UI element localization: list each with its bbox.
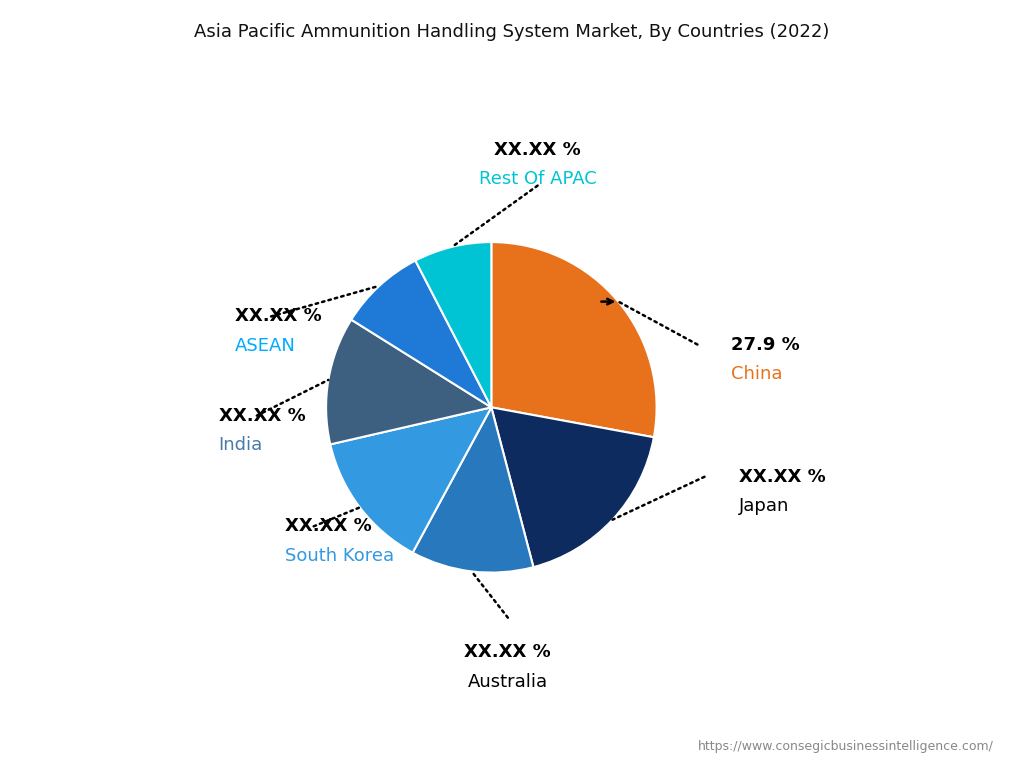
Text: XX.XX %: XX.XX %	[285, 518, 372, 535]
Text: India: India	[219, 436, 263, 455]
Text: XX.XX %: XX.XX %	[739, 468, 826, 485]
Wedge shape	[331, 407, 492, 553]
Text: https://www.consegicbusinessintelligence.com/: https://www.consegicbusinessintelligence…	[697, 740, 993, 753]
Wedge shape	[413, 407, 534, 573]
Text: China: China	[731, 366, 782, 383]
Text: Japan: Japan	[739, 498, 790, 515]
Wedge shape	[416, 242, 492, 407]
Text: Rest Of APAC: Rest Of APAC	[479, 170, 597, 188]
Text: 27.9 %: 27.9 %	[731, 336, 800, 353]
Wedge shape	[326, 319, 492, 445]
Text: XX.XX %: XX.XX %	[219, 406, 305, 425]
Text: XX.XX %: XX.XX %	[495, 141, 581, 158]
Text: South Korea: South Korea	[285, 547, 394, 565]
Text: XX.XX %: XX.XX %	[465, 643, 551, 661]
Text: ASEAN: ASEAN	[236, 337, 296, 355]
Wedge shape	[351, 260, 492, 407]
Wedge shape	[492, 242, 656, 437]
Text: XX.XX %: XX.XX %	[236, 307, 322, 326]
Wedge shape	[492, 407, 654, 567]
Text: Australia: Australia	[468, 673, 548, 690]
Text: Asia Pacific Ammunition Handling System Market, By Countries (2022): Asia Pacific Ammunition Handling System …	[195, 23, 829, 41]
